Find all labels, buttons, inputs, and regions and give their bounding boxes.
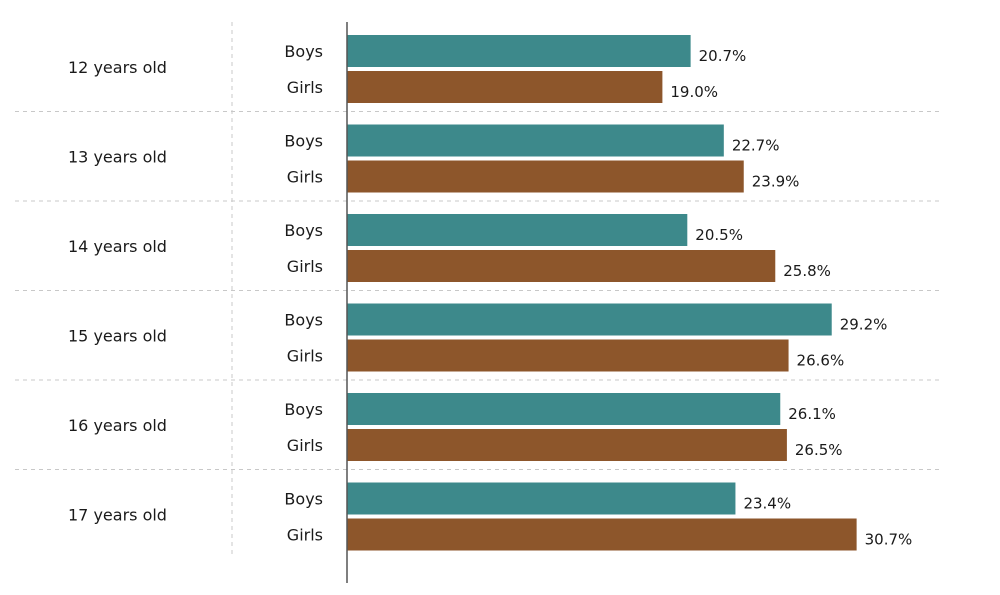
data-label: 25.8% — [783, 262, 831, 280]
series-label-boys: Boys — [284, 400, 323, 419]
data-label: 23.9% — [752, 173, 800, 191]
data-label: 20.7% — [699, 47, 747, 65]
group-label: 12 years old — [68, 58, 167, 77]
data-label: 30.7% — [865, 531, 913, 549]
bar-girls — [347, 518, 857, 551]
bar-boys — [347, 214, 688, 246]
series-label-girls: Girls — [287, 78, 323, 97]
group-label: 13 years old — [68, 147, 167, 166]
data-label: 22.7% — [732, 137, 780, 155]
series-label-girls: Girls — [287, 526, 323, 545]
grid-layer — [15, 22, 943, 557]
bar-boys — [347, 35, 691, 67]
data-label: 26.6% — [797, 352, 845, 370]
bar-girls — [347, 71, 663, 103]
bars-layer — [347, 35, 857, 551]
series-label-girls: Girls — [287, 168, 323, 187]
series-label-girls: Girls — [287, 347, 323, 366]
labels-layer: 12 years old Boys 20.7% Girls 19.0% 13 years … — [68, 42, 912, 549]
bar-girls — [347, 160, 744, 193]
data-label: 23.4% — [743, 495, 791, 513]
group-label: 14 years old — [68, 237, 167, 256]
series-label-boys: Boys — [284, 221, 323, 240]
data-label: 19.0% — [670, 83, 718, 101]
data-label: 29.2% — [840, 316, 888, 334]
series-label-girls: Girls — [287, 436, 323, 455]
bar-boys — [347, 393, 781, 425]
bar-girls — [347, 250, 776, 282]
series-label-boys: Boys — [284, 490, 323, 509]
series-label-boys: Boys — [284, 311, 323, 330]
data-label: 26.5% — [795, 441, 843, 459]
bar-boys — [347, 303, 832, 336]
bar-girls — [347, 339, 789, 372]
data-label: 20.5% — [695, 226, 743, 244]
bar-boys — [347, 482, 736, 515]
series-label-boys: Boys — [284, 42, 323, 61]
data-label: 26.1% — [788, 405, 836, 423]
bar-boys — [347, 124, 724, 157]
group-label: 15 years old — [68, 326, 167, 345]
group-label: 16 years old — [68, 416, 167, 435]
bar-girls — [347, 429, 787, 461]
series-label-girls: Girls — [287, 257, 323, 276]
group-label: 17 years old — [68, 505, 167, 524]
series-label-boys: Boys — [284, 132, 323, 151]
